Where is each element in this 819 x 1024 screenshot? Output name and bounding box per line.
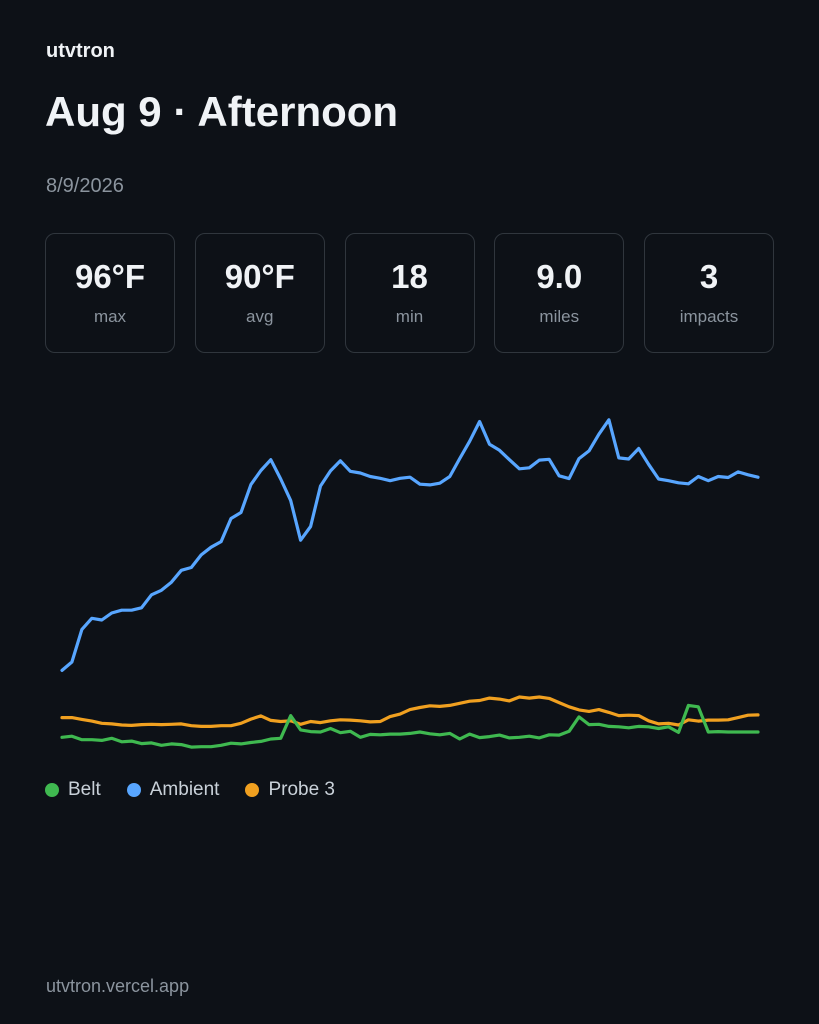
stat-label: min bbox=[395, 306, 424, 326]
stat-card-impacts: 3 impacts bbox=[644, 233, 774, 353]
stat-card-min: 18 min bbox=[344, 233, 475, 353]
stat-label: miles bbox=[539, 306, 580, 326]
series-line-ambient bbox=[60, 418, 760, 672]
stat-label: avg bbox=[246, 306, 274, 326]
legend-item-probe-3: Probe 3 bbox=[245, 779, 335, 801]
stat-label: max bbox=[93, 306, 127, 326]
stat-value: 90°F bbox=[224, 257, 295, 295]
stats-row: 96°F max 90°F avg 18 min 9.0 miles 3 imp… bbox=[45, 233, 774, 355]
stat-value: 3 bbox=[699, 257, 719, 295]
ride-date: 8/9/2026 bbox=[46, 175, 124, 197]
legend-item-belt: Belt bbox=[45, 779, 101, 801]
legend-item-ambient: Ambient bbox=[126, 779, 220, 801]
stat-value: 9.0 bbox=[536, 257, 583, 295]
stat-value: 18 bbox=[391, 257, 428, 295]
stat-card-miles: 9.0 miles bbox=[494, 233, 625, 353]
temperature-chart bbox=[60, 418, 760, 749]
brand-name: utvtron bbox=[46, 40, 115, 62]
series-line-probe-3 bbox=[60, 695, 760, 728]
legend-label: Belt bbox=[68, 779, 101, 800]
stat-value: 96°F bbox=[74, 257, 146, 295]
stat-label: impacts bbox=[679, 306, 739, 326]
legend-label: Probe 3 bbox=[268, 779, 335, 800]
legend-dot-probe-3 bbox=[245, 783, 260, 797]
footer-url: utvtron.vercel.app bbox=[46, 976, 190, 996]
series-line-belt bbox=[60, 703, 760, 749]
legend-dot-ambient bbox=[126, 783, 141, 797]
stat-card-max: 96°F max bbox=[45, 233, 175, 353]
legend-dot-belt bbox=[45, 783, 59, 797]
legend-label: Ambient bbox=[149, 779, 220, 800]
stat-card-avg: 90°F avg bbox=[194, 233, 325, 353]
chart-legend: Belt Ambient Probe 3 bbox=[45, 779, 335, 801]
page-title: Aug 9 · Afternoon bbox=[45, 88, 399, 135]
